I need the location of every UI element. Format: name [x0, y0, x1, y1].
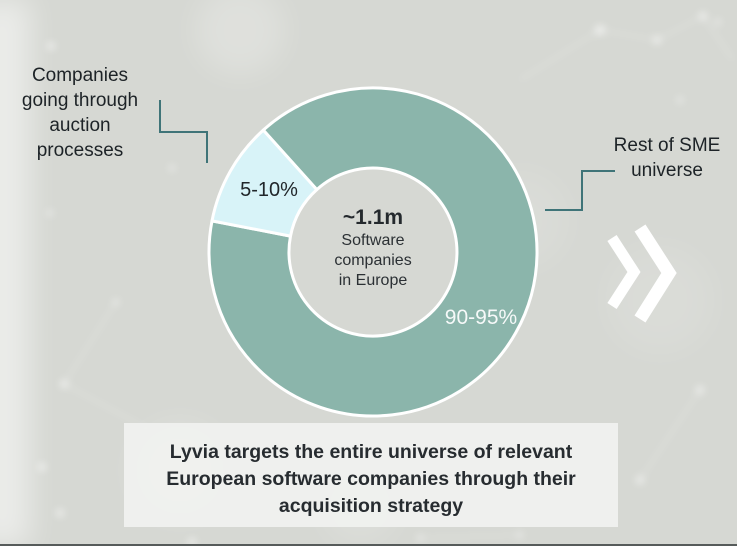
slice-value-label-rest: 90-95% [444, 306, 518, 329]
donut-segment-auction [210, 128, 319, 238]
callout-line: Rest of SME [613, 135, 721, 156]
callout-line: auction [49, 115, 111, 136]
right-callout-connector [545, 170, 615, 211]
left-callout-connector [159, 100, 208, 163]
callout-line: processes [36, 140, 124, 161]
double-chevron-right-icon [607, 224, 677, 323]
callout-line: going through [21, 90, 139, 111]
caption-line: Lyvia targets the entire universe of rel… [169, 441, 573, 463]
caption-box: Lyvia targets the entire universe of rel… [124, 423, 618, 527]
center-line: in Europe [338, 272, 408, 289]
callout-label-rest-of-sme: Rest of SME universe [602, 133, 732, 183]
callout-line: universe [631, 160, 703, 181]
center-line: companies [334, 252, 412, 269]
donut-center-label: ~1.1m Software companies in Europe [288, 205, 458, 291]
donut-segment-rest-of-sme [207, 86, 539, 418]
light-strip [0, 0, 30, 546]
center-headline: ~1.1m [342, 206, 404, 229]
plexus-network [38, 12, 734, 546]
callout-line: Companies [31, 65, 129, 86]
bottom-edge-bar [0, 544, 737, 546]
center-line: Software [341, 232, 405, 249]
slice-value-label-auction: 5-10% [240, 179, 298, 201]
caption-line: European software companies through thei… [166, 468, 576, 490]
callout-label-auction: Companies going through auction processe… [0, 63, 160, 163]
caption-line: acquisition strategy [278, 495, 464, 517]
